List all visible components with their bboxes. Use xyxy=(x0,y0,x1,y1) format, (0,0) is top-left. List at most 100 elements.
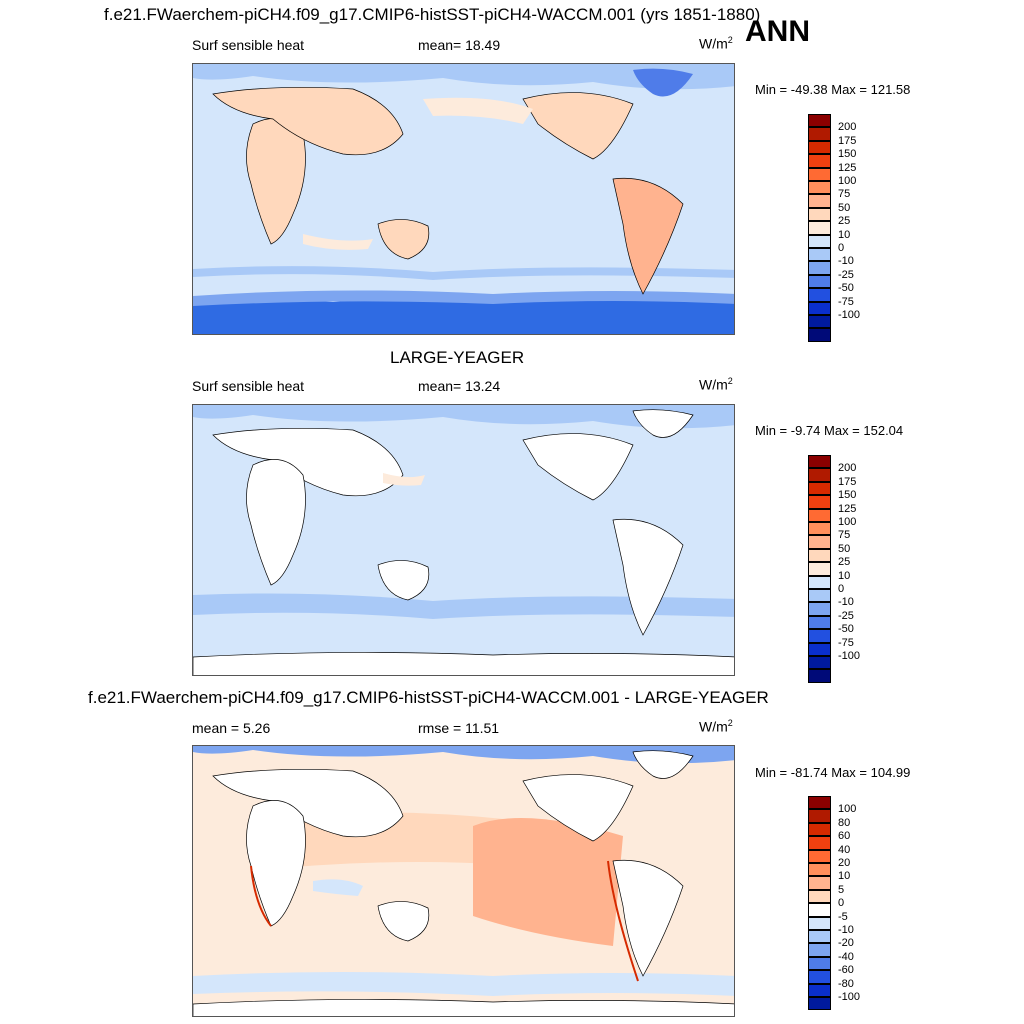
colorbar-swatch xyxy=(808,234,831,248)
colorbar-tick-label: -10 xyxy=(838,596,854,609)
colorbar-swatch xyxy=(808,548,831,563)
map-plot xyxy=(192,404,735,676)
colorbar-swatch xyxy=(808,629,831,643)
colorbar-swatch xyxy=(808,535,831,549)
colorbar-tick-label: 20 xyxy=(838,857,851,869)
colorbar-swatch xyxy=(808,288,831,302)
panel-minmax: Min = -81.74 Max = 104.99 xyxy=(755,765,911,780)
colorbar-swatch xyxy=(808,207,831,222)
colorbar-tick-label: -100 xyxy=(838,991,861,1003)
colorbar-swatch xyxy=(808,822,831,837)
panel-mean-label: mean = 5.26 xyxy=(192,720,271,736)
colorbar-tick-label: -75 xyxy=(838,295,854,308)
colorbar-swatch xyxy=(808,615,831,630)
colorbar-swatch xyxy=(808,114,831,128)
map-plot xyxy=(192,63,735,335)
colorbar-swatch xyxy=(808,508,831,522)
colorbar-swatch xyxy=(808,876,831,890)
panel-units: W/m2 xyxy=(699,376,733,393)
colorbar-tick-label: 125 xyxy=(838,161,857,174)
colorbar-tick-label: 175 xyxy=(838,475,857,488)
colorbar-tick-label: -25 xyxy=(838,609,854,622)
map-plot xyxy=(192,745,735,1017)
colorbar-swatch xyxy=(808,809,831,823)
colorbar-tick-label: 125 xyxy=(838,502,857,515)
colorbar-tick-label: -50 xyxy=(838,282,854,295)
colorbar-swatch xyxy=(808,997,831,1011)
colorbar-tick-label: 100 xyxy=(838,803,857,816)
colorbar-swatch xyxy=(808,274,831,289)
colorbar-swatch xyxy=(808,669,831,683)
colorbar-swatch xyxy=(808,522,831,536)
colorbar-swatch xyxy=(808,140,831,155)
colorbar-tick-label: 150 xyxy=(838,148,857,161)
colorbar-tick-label: -80 xyxy=(838,977,854,990)
colorbar-tick-label: 50 xyxy=(838,201,851,214)
colorbar-tick-label: -75 xyxy=(838,636,854,649)
colorbar-tick-label: 200 xyxy=(838,121,857,134)
colorbar-swatch xyxy=(808,930,831,944)
colorbar-swatch xyxy=(808,328,831,342)
colorbar-swatch xyxy=(808,468,831,482)
colorbar-tick-label: 80 xyxy=(838,816,851,829)
colorbar-tick-label: 5 xyxy=(838,883,845,896)
colorbar-swatch xyxy=(808,602,831,616)
colorbar-swatch xyxy=(808,248,831,262)
colorbar-tick-label: 0 xyxy=(838,583,845,595)
colorbar-swatch xyxy=(808,481,831,496)
colorbar-swatch xyxy=(808,836,831,850)
colorbar-tick-label: 50 xyxy=(838,542,851,555)
colorbar-swatch xyxy=(808,943,831,957)
colorbar-tick-label: -40 xyxy=(838,950,854,963)
colorbar-swatch xyxy=(808,495,831,509)
colorbar-tick-label: -100 xyxy=(838,309,861,321)
colorbar-tick-label: 25 xyxy=(838,215,851,228)
colorbar-tick-label: -60 xyxy=(838,964,854,977)
panel-units: W/m2 xyxy=(699,35,733,52)
panel-mean-label: mean= 13.24 xyxy=(418,378,501,394)
colorbar-swatch xyxy=(808,181,831,195)
colorbar-tick-label: 0 xyxy=(838,897,845,910)
colorbar-tick-label: -5 xyxy=(838,910,848,923)
colorbar-tick-label: 100 xyxy=(838,175,857,187)
colorbar-swatch xyxy=(808,970,831,984)
panel-mean-label: mean= 18.49 xyxy=(418,37,501,53)
colorbar-tick-label: -20 xyxy=(838,937,854,950)
colorbar-tick-label: 175 xyxy=(838,134,857,147)
colorbar-tick-label: -10 xyxy=(838,255,854,268)
colorbar-swatch xyxy=(808,863,831,877)
colorbar-swatch xyxy=(808,154,831,168)
figure-title: f.e21.FWaerchem-piCH4.f09_g17.CMIP6-hist… xyxy=(104,5,761,24)
colorbar-tick-label: 100 xyxy=(838,516,857,528)
colorbar-tick-label: 25 xyxy=(838,556,851,569)
colorbar-tick-label: 40 xyxy=(838,843,851,856)
colorbar-swatch xyxy=(808,301,831,315)
colorbar-tick-label: 150 xyxy=(838,489,857,502)
season-label: ANN xyxy=(745,15,810,48)
colorbar-tick-label: 75 xyxy=(838,188,851,201)
colorbar-swatch xyxy=(808,889,831,904)
colorbar-swatch xyxy=(808,575,831,589)
colorbar-tick-label: 10 xyxy=(838,228,851,241)
colorbar-tick-label: -50 xyxy=(838,623,854,636)
colorbar-swatch xyxy=(808,455,831,469)
colorbar-tick-label: 75 xyxy=(838,529,851,542)
colorbar-swatch xyxy=(808,221,831,235)
panel-title: LARGE-YEAGER xyxy=(390,348,525,367)
panel-rmse-label: rmse = 11.51 xyxy=(418,720,500,736)
panel-minmax: Min = -49.38 Max = 121.58 xyxy=(755,82,911,97)
panel-minmax: Min = -9.74 Max = 152.04 xyxy=(755,423,904,438)
colorbar-tick-label: 0 xyxy=(838,242,845,254)
colorbar-swatch xyxy=(808,642,831,656)
colorbar-swatch xyxy=(808,796,831,810)
colorbar-tick-label: 10 xyxy=(838,870,851,883)
colorbar-swatch xyxy=(808,916,831,930)
colorbar-tick-label: 10 xyxy=(838,569,851,582)
panel-units: W/m2 xyxy=(699,718,733,735)
colorbar-tick-label: -25 xyxy=(838,268,854,281)
colorbar-tick-label: -10 xyxy=(838,924,854,936)
colorbar-swatch xyxy=(808,315,831,329)
panel-variable-label: Surf sensible heat xyxy=(192,378,305,394)
colorbar-tick-label: 200 xyxy=(838,462,857,475)
colorbar-swatch xyxy=(808,903,831,917)
